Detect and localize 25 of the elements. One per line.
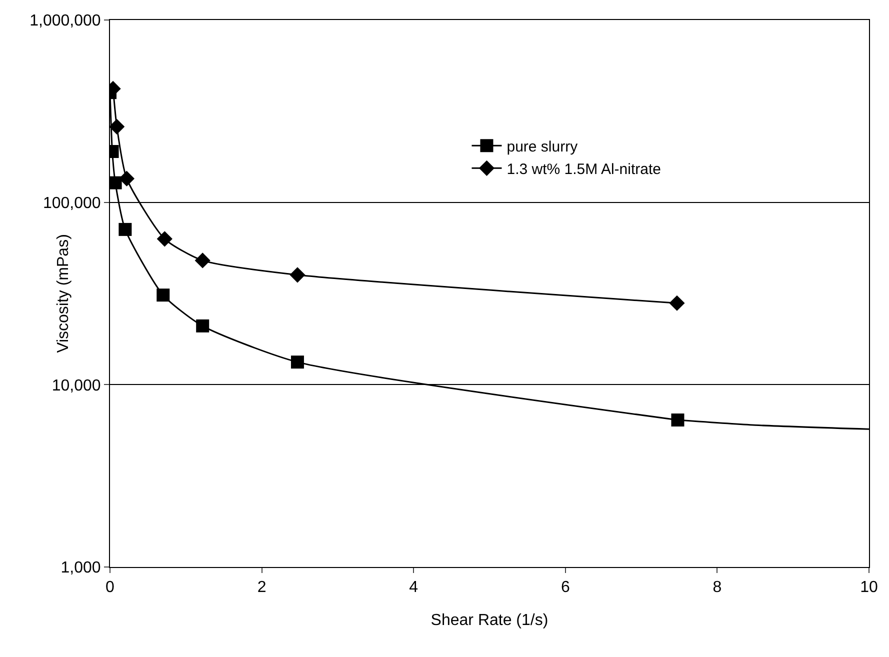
- point: [194, 252, 210, 268]
- point: [290, 356, 304, 369]
- point: [156, 288, 170, 302]
- x-tick-label: 6: [560, 579, 570, 596]
- y-axis-title: Viscosity (mPas): [55, 234, 72, 353]
- legend-label: 1.3 wt% 1.5M Al-nitrate: [506, 161, 661, 178]
- point: [196, 319, 210, 332]
- legend-label: pure slurry: [506, 138, 578, 156]
- x-tick-label: 10: [860, 579, 878, 596]
- point: [156, 231, 172, 247]
- point: [110, 176, 122, 190]
- y-tick-label: 1,000: [60, 560, 101, 577]
- x-tick-label: 0: [106, 579, 115, 596]
- y-tick-label: 100,000: [42, 194, 101, 212]
- y-tick-label: 1,000,000: [30, 12, 101, 30]
- point: [290, 267, 306, 283]
- x-tick-label: 2: [257, 579, 266, 596]
- point: [671, 414, 684, 427]
- y-tick-label: 10,000: [52, 377, 101, 394]
- point: [110, 118, 125, 134]
- x-tick-label: 4: [409, 579, 418, 596]
- x-tick-label: 8: [712, 579, 722, 596]
- point: [118, 222, 132, 236]
- x-axis-title: Shear Rate (1/s): [430, 612, 548, 629]
- point: [669, 295, 685, 311]
